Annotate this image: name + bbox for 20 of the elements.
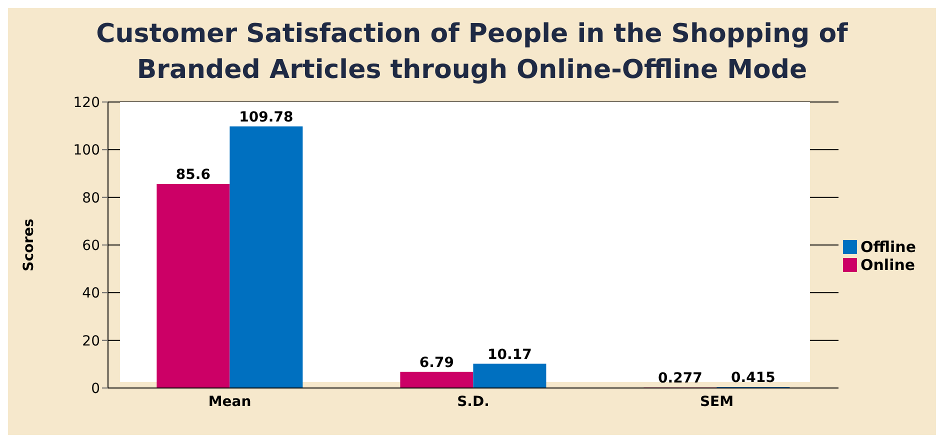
data-label: 6.79 bbox=[419, 354, 454, 371]
y-tick-label: 40 bbox=[82, 286, 100, 302]
x-tick-label: SEM bbox=[700, 394, 734, 410]
data-label: 85.6 bbox=[176, 166, 210, 183]
x-tick-label: Mean bbox=[208, 394, 252, 410]
y-tick-label: 0 bbox=[91, 380, 100, 397]
data-label: 0.277 bbox=[658, 370, 702, 386]
data-label: 0.415 bbox=[731, 370, 776, 386]
x-tick-label: S.D. bbox=[457, 394, 490, 410]
legend-label: Offline bbox=[860, 238, 916, 256]
y-axis-title: Scores bbox=[20, 218, 37, 272]
data-label: 10.17 bbox=[488, 346, 532, 363]
y-tick-label: 20 bbox=[82, 333, 100, 350]
y-tick-label: 100 bbox=[73, 142, 100, 159]
data-label: 109.78 bbox=[239, 109, 294, 126]
y-tick-label: 120 bbox=[73, 94, 100, 111]
legend-label: Online bbox=[860, 256, 916, 274]
chart-title: Customer Satisfaction of People in the Shopping of Branded Articles through Online-Offline Mode bbox=[95, 18, 849, 87]
y-tick-label: 80 bbox=[82, 190, 100, 206]
y-tick-label: 60 bbox=[82, 238, 100, 254]
